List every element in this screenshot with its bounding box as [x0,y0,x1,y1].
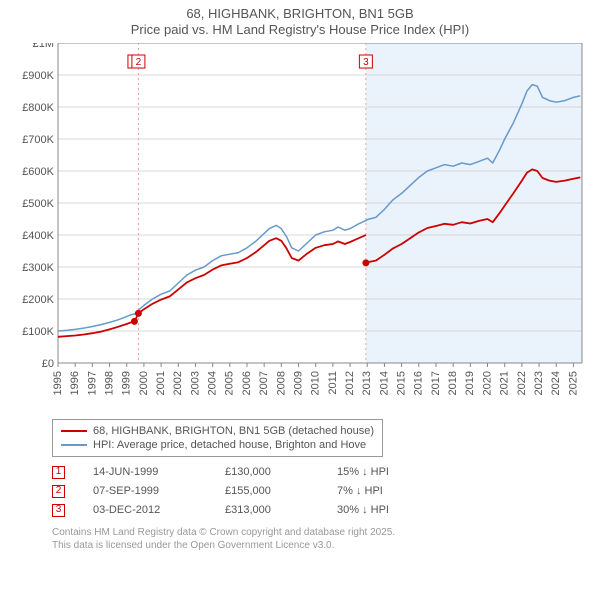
svg-text:2004: 2004 [207,371,219,395]
svg-text:£900K: £900K [22,70,54,82]
svg-text:2: 2 [136,57,142,68]
svg-text:£100K: £100K [22,326,54,338]
svg-text:1997: 1997 [86,371,98,395]
svg-text:2019: 2019 [464,371,476,395]
sale-event-row: 1 14-JUN-1999 £130,000 15% ↓ HPI [52,463,586,482]
legend-row: HPI: Average price, detached house, Brig… [61,438,374,452]
license-line-1: Contains HM Land Registry data © Crown c… [52,526,586,539]
license-text: Contains HM Land Registry data © Crown c… [52,526,586,552]
legend-swatch [61,444,87,446]
svg-text:1996: 1996 [69,371,81,395]
svg-text:2009: 2009 [292,371,304,395]
license-line-2: This data is licensed under the Open Gov… [52,539,586,552]
sale-event-date: 14-JUN-1999 [93,466,203,478]
sale-event-hpi: 7% ↓ HPI [337,485,383,497]
chart-titles: 68, HIGHBANK, BRIGHTON, BN1 5GB Price pa… [14,6,586,39]
svg-text:2023: 2023 [533,371,545,395]
svg-text:2016: 2016 [413,371,425,395]
legend-row: 68, HIGHBANK, BRIGHTON, BN1 5GB (detache… [61,424,374,438]
svg-text:2008: 2008 [275,371,287,395]
legend-label: HPI: Average price, detached house, Brig… [93,439,366,451]
svg-text:£800K: £800K [22,102,54,114]
svg-text:1998: 1998 [103,371,115,395]
sale-event-row: 3 03-DEC-2012 £313,000 30% ↓ HPI [52,501,586,520]
svg-text:2007: 2007 [258,371,270,395]
svg-text:1995: 1995 [52,371,64,395]
svg-text:2000: 2000 [138,371,150,395]
sale-event-price: £130,000 [225,466,315,478]
sale-event-marker: 3 [52,504,65,517]
svg-text:2015: 2015 [396,371,408,395]
svg-text:2012: 2012 [344,371,356,395]
sale-event-price: £313,000 [225,504,315,516]
sale-event-hpi: 30% ↓ HPI [337,504,389,516]
svg-text:2010: 2010 [310,371,322,395]
svg-text:2017: 2017 [430,371,442,395]
legend-label: 68, HIGHBANK, BRIGHTON, BN1 5GB (detache… [93,425,374,437]
chart-svg: £0 £100K £200K £300K £400K £500K £600K £700K £80… [14,43,586,415]
svg-text:2011: 2011 [327,371,339,395]
svg-text:2018: 2018 [447,371,459,395]
svg-text:2021: 2021 [499,371,511,395]
sale-event-price: £155,000 [225,485,315,497]
title-subtitle: Price paid vs. HM Land Registry's House … [14,22,586,38]
svg-text:2006: 2006 [241,371,253,395]
svg-text:2022: 2022 [516,371,528,395]
sale-event-hpi: 15% ↓ HPI [337,466,389,478]
chart-plot: £0 £100K £200K £300K £400K £500K £600K £700K £80… [14,43,586,415]
svg-text:2025: 2025 [567,371,579,395]
svg-text:£1M: £1M [33,43,54,50]
svg-text:£300K: £300K [22,262,54,274]
svg-text:3: 3 [363,57,369,68]
title-address: 68, HIGHBANK, BRIGHTON, BN1 5GB [14,6,586,22]
svg-text:2003: 2003 [189,371,201,395]
svg-text:2020: 2020 [481,371,493,395]
svg-text:2024: 2024 [550,371,562,395]
sale-event-date: 03-DEC-2012 [93,504,203,516]
svg-text:2002: 2002 [172,371,184,395]
svg-text:£400K: £400K [22,230,54,242]
sale-event-marker: 2 [52,485,65,498]
sale-event-marker: 1 [52,466,65,479]
svg-text:2014: 2014 [378,371,390,395]
svg-text:£700K: £700K [22,134,54,146]
chart-container: 68, HIGHBANK, BRIGHTON, BN1 5GB Price pa… [0,0,600,590]
sale-event-date: 07-SEP-1999 [93,485,203,497]
svg-text:2001: 2001 [155,371,167,395]
svg-text:£500K: £500K [22,198,54,210]
svg-text:2013: 2013 [361,371,373,395]
svg-text:2005: 2005 [224,371,236,395]
svg-text:£600K: £600K [22,166,54,178]
svg-text:£0: £0 [42,358,54,370]
legend-swatch [61,430,87,432]
sale-events-table: 1 14-JUN-1999 £130,000 15% ↓ HPI 2 07-SEP-199… [52,463,586,520]
svg-text:£200K: £200K [22,294,54,306]
sale-event-row: 2 07-SEP-1999 £155,000 7% ↓ HPI [52,482,586,501]
legend: 68, HIGHBANK, BRIGHTON, BN1 5GB (detache… [52,419,383,457]
svg-text:1999: 1999 [121,371,133,395]
